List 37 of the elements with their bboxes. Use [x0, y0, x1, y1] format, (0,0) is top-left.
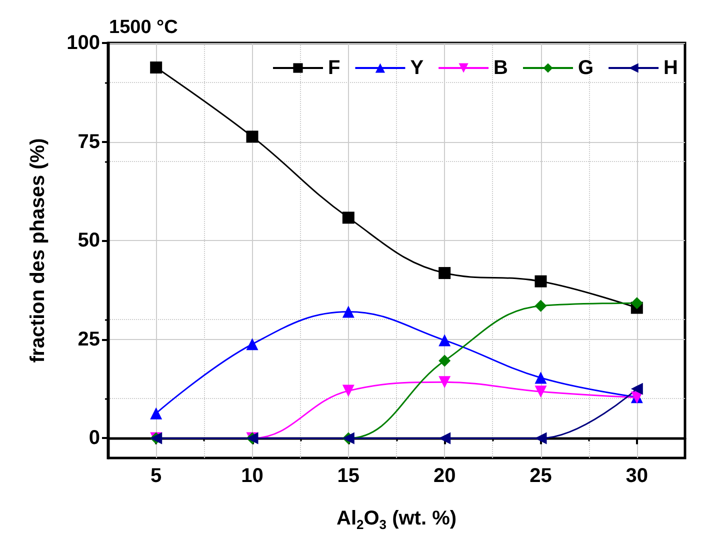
point: [438, 354, 451, 367]
x-tick-label: 20: [433, 465, 456, 487]
point: [534, 372, 547, 384]
point: [342, 212, 354, 224]
point: [246, 130, 258, 143]
legend-label: F: [328, 57, 340, 79]
point: [534, 432, 547, 444]
point: [630, 297, 643, 310]
y-tick-label: 75: [78, 130, 100, 153]
x-tick-label: 15: [337, 465, 360, 487]
legend-label: G: [578, 57, 594, 79]
point: [438, 267, 451, 280]
point: [534, 275, 547, 288]
y-tick-label: 0: [88, 427, 100, 450]
x-tick-label: 5: [150, 465, 162, 487]
point: [342, 384, 354, 397]
point: [438, 432, 451, 444]
point: [534, 386, 547, 398]
point: [342, 306, 354, 318]
legend-label: H: [664, 57, 678, 79]
x-tick-label: 25: [530, 465, 552, 487]
y-axis-title: fraction des phases (%): [27, 138, 49, 363]
legend-label: Y: [410, 57, 424, 79]
point: [150, 407, 162, 420]
point: [438, 334, 451, 346]
x-tick-label: 10: [241, 465, 264, 487]
point: [534, 300, 547, 312]
y-tick-label: 25: [78, 328, 100, 350]
point: [438, 376, 451, 388]
point: [150, 62, 162, 74]
y-tick-label: 100: [66, 32, 100, 54]
point: [630, 382, 643, 395]
x-tick-label: 30: [626, 465, 648, 487]
y-tick-label: 50: [78, 230, 100, 252]
chart-title: 1500 °C: [109, 17, 178, 38]
point: [246, 338, 258, 350]
legend-label: B: [494, 57, 508, 79]
